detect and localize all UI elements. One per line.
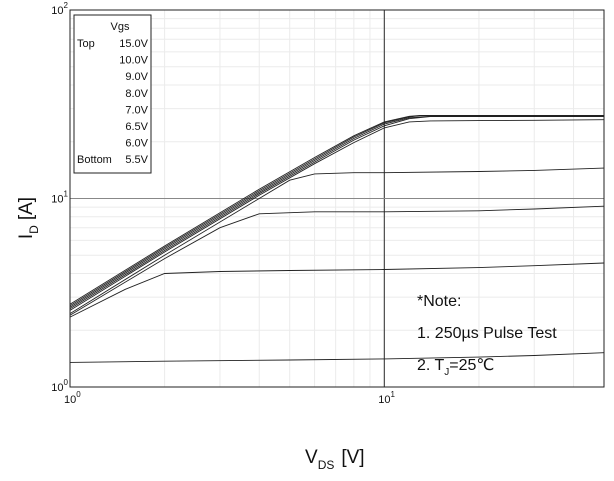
y-axis-label: ID [A] — [16, 197, 41, 239]
x-tick-label: 101 — [378, 390, 395, 406]
y-axis-label-unit: [A] — [16, 197, 37, 220]
x-axis-label-unit: [V] — [341, 447, 364, 468]
note-line-2-suffix: =25℃ — [449, 357, 494, 374]
note-line-2-prefix: 2. T — [417, 357, 445, 374]
y-tick-label: 100 — [51, 378, 68, 394]
y-tick-label: 101 — [51, 190, 68, 206]
x-axis-label: VDS [V] — [305, 447, 365, 472]
note-line-2: 2. TJ=25℃ — [417, 357, 494, 378]
x-tick-label: 100 — [64, 390, 81, 406]
y-tick-label: 102 — [51, 1, 68, 17]
legend-entry: 6.5V — [125, 121, 148, 133]
legend-entry: 10.0V — [119, 55, 148, 67]
legend-entry: 7.0V — [125, 104, 148, 116]
note-line-1: 1. 250µs Pulse Test — [417, 325, 557, 342]
note: *Note: 1. 250µs Pulse Test 2. TJ=25℃ — [417, 293, 557, 378]
legend: Vgs Top 15.0V 10.0V 9.0V 8.0V 7.0V 6.5V 6.0V Bot… — [73, 14, 152, 174]
plot-frame — [69, 9, 605, 388]
series-line-6-0v — [69, 205, 605, 316]
reference-lines — [70, 10, 604, 387]
grid-minor — [70, 10, 604, 387]
series-line-6-5v — [69, 167, 605, 314]
legend-box — [73, 14, 152, 174]
y-axis-label-sub: D — [27, 225, 41, 234]
series-line-unlabeled-8 — [69, 352, 605, 363]
x-axis-label-sub: DS — [318, 458, 335, 472]
legend-tag: Top — [77, 38, 95, 50]
tick-labels: 100 101 100 101 102 — [51, 1, 395, 406]
legend-entries: Top 15.0V 10.0V 9.0V 8.0V 7.0V 6.5V 6.0V Bottom 5… — [77, 38, 149, 166]
note-line-2-sub: J — [444, 367, 449, 378]
note-title: *Note: — [417, 293, 461, 310]
legend-entry: 5.5V — [125, 154, 148, 166]
series-group — [69, 114, 605, 363]
y-axis-label-main: I — [16, 234, 37, 239]
series-line-7-0v — [69, 119, 605, 311]
legend-entry: 15.0V — [119, 38, 148, 50]
legend-entry: 8.0V — [125, 88, 148, 100]
series-line-9-0v — [69, 115, 604, 308]
series-line-8-0v — [69, 116, 604, 310]
legend-header: Vgs — [111, 21, 130, 33]
series-line-5-5v — [69, 262, 605, 318]
legend-tag: Bottom — [77, 154, 112, 166]
legend-entry: 6.0V — [125, 138, 148, 150]
legend-entry: 9.0V — [125, 71, 148, 83]
x-axis-label-main: V — [305, 447, 318, 468]
